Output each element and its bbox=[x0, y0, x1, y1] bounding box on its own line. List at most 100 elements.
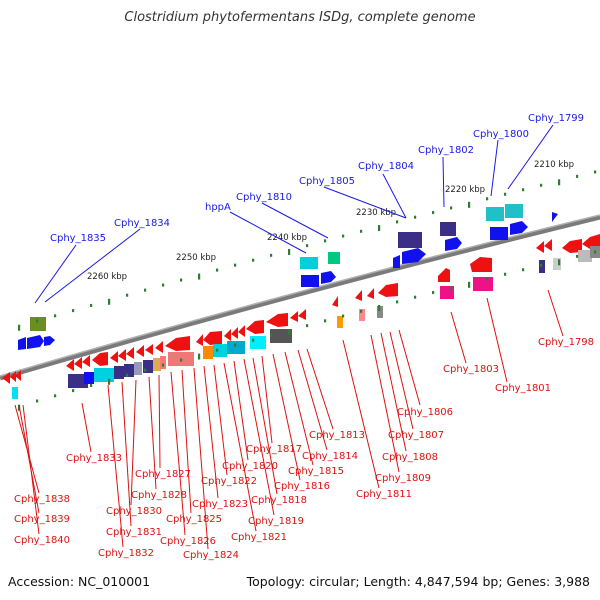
position-ticks bbox=[18, 170, 597, 411]
leader-line bbox=[261, 202, 329, 239]
gene-label[interactable]: Cphy_1818 bbox=[251, 495, 307, 506]
tick-mark bbox=[18, 324, 21, 331]
gene-label[interactable]: Cphy_1799 bbox=[528, 113, 584, 124]
gene-label[interactable]: Cphy_1803 bbox=[443, 364, 499, 375]
gene-label[interactable]: Cphy_1833 bbox=[66, 453, 122, 464]
leader-line bbox=[398, 329, 421, 406]
gene-label[interactable]: Cphy_1840 bbox=[14, 535, 70, 546]
gene-label[interactable]: Cphy_1806 bbox=[397, 407, 453, 418]
scale-label: 2210 kbp bbox=[534, 160, 574, 170]
tick-mark bbox=[144, 368, 147, 372]
leader-line bbox=[213, 364, 228, 476]
tick-mark bbox=[126, 373, 129, 377]
tick-mark bbox=[342, 314, 345, 318]
tick-mark bbox=[576, 254, 579, 258]
leader-line bbox=[342, 339, 380, 489]
tick-mark bbox=[234, 263, 237, 267]
gene-label[interactable]: Cphy_1807 bbox=[388, 430, 444, 441]
scale-label: 2240 kbp bbox=[267, 233, 307, 243]
gene-label[interactable]: Cphy_1839 bbox=[14, 514, 70, 525]
gene-label[interactable]: Cphy_1813 bbox=[309, 430, 365, 441]
gene-label[interactable]: Cphy_1828 bbox=[131, 490, 187, 501]
gene-label[interactable]: Cphy_1805 bbox=[299, 176, 355, 187]
gene-label[interactable]: Cphy_1802 bbox=[418, 145, 474, 156]
gene-label[interactable]: hppA bbox=[205, 202, 231, 213]
leader-line bbox=[450, 311, 467, 364]
tick-mark bbox=[54, 314, 57, 318]
tick-mark bbox=[450, 286, 453, 290]
accession-text: Accession: NC_010001 bbox=[8, 574, 151, 589]
gene-label[interactable]: Cphy_1798 bbox=[538, 337, 594, 348]
gene-label[interactable]: Cphy_1816 bbox=[274, 481, 330, 492]
leader-line bbox=[272, 353, 301, 481]
gene-label[interactable]: Cphy_1814 bbox=[302, 451, 358, 462]
leader-line bbox=[81, 402, 92, 453]
gene-label[interactable]: Cphy_1830 bbox=[106, 506, 162, 517]
leader-line bbox=[22, 404, 40, 535]
gene-label[interactable]: Cphy_1838 bbox=[14, 494, 70, 505]
gene-label[interactable]: Cphy_1809 bbox=[375, 473, 431, 484]
gene-label[interactable]: Cphy_1824 bbox=[183, 550, 239, 561]
gene-label[interactable]: Cphy_1826 bbox=[160, 536, 216, 547]
tick-mark bbox=[162, 283, 165, 287]
tick-mark bbox=[288, 248, 291, 255]
tick-mark bbox=[360, 309, 363, 313]
leader-line bbox=[297, 349, 328, 451]
tick-mark bbox=[54, 394, 57, 398]
leader-line bbox=[121, 381, 132, 527]
leader-line bbox=[107, 384, 124, 548]
leader-line bbox=[370, 334, 400, 473]
tick-mark bbox=[504, 272, 507, 276]
gene-label[interactable]: Cphy_1811 bbox=[356, 489, 412, 500]
leader-line bbox=[203, 365, 219, 499]
gene-label[interactable]: Cphy_1822 bbox=[201, 476, 257, 487]
gene-label[interactable]: Cphy_1827 bbox=[135, 469, 191, 480]
leader-line bbox=[158, 374, 161, 469]
gene-label[interactable]: Cphy_1801 bbox=[495, 383, 551, 394]
tick-mark bbox=[126, 293, 129, 297]
map-title: Clostridium phytofermentans ISDg, comple… bbox=[124, 10, 476, 25]
gene-label[interactable]: Cphy_1804 bbox=[358, 161, 414, 172]
lower-gene-labels[interactable]: Cphy_1798 Cphy_1801 Cphy_1803 Cphy_1806 Cphy… bbox=[14, 289, 594, 561]
gene-label[interactable]: Cphy_1832 bbox=[98, 548, 154, 559]
gene-label[interactable]: Cphy_1815 bbox=[288, 466, 344, 477]
scale-label: 2220 kbp bbox=[445, 185, 485, 195]
tick-mark bbox=[594, 170, 597, 174]
tick-mark bbox=[558, 259, 561, 266]
gene-label[interactable]: Cphy_1819 bbox=[248, 516, 304, 527]
upper-gene-labels[interactable]: Cphy_1835 Cphy_1834 hppA Cphy_1810 Cphy_1805… bbox=[34, 113, 584, 304]
tick-mark bbox=[216, 348, 219, 352]
leader-line bbox=[284, 351, 314, 466]
tick-mark bbox=[378, 305, 381, 312]
tick-mark bbox=[504, 192, 507, 196]
tick-mark bbox=[324, 239, 327, 243]
leader-line bbox=[181, 369, 192, 514]
gene-label[interactable]: Cphy_1810 bbox=[236, 192, 292, 203]
gene-label[interactable]: Cphy_1800 bbox=[473, 129, 529, 140]
tick-mark bbox=[558, 179, 561, 186]
tick-mark bbox=[540, 263, 543, 267]
leader-line bbox=[34, 244, 77, 304]
gene-label[interactable]: Cphy_1834 bbox=[114, 218, 170, 229]
tick-mark bbox=[198, 273, 201, 280]
gene-label[interactable]: Cphy_1817 bbox=[246, 444, 302, 455]
tick-mark bbox=[288, 328, 291, 335]
gene-label[interactable]: Cphy_1808 bbox=[382, 452, 438, 463]
tick-mark bbox=[72, 389, 75, 393]
tick-mark bbox=[450, 206, 453, 210]
leader-line bbox=[252, 357, 278, 495]
gene-label[interactable]: Cphy_1831 bbox=[106, 527, 162, 538]
tick-mark bbox=[306, 324, 309, 328]
tick-mark bbox=[180, 358, 183, 362]
gene-label[interactable]: Cphy_1821 bbox=[231, 532, 287, 543]
gene-label[interactable]: Cphy_1820 bbox=[222, 461, 278, 472]
tick-mark bbox=[72, 309, 75, 313]
gene-label[interactable]: Cphy_1835 bbox=[50, 233, 106, 244]
gene-label[interactable]: Cphy_1825 bbox=[166, 514, 222, 525]
tick-mark bbox=[306, 244, 309, 248]
tick-mark bbox=[234, 343, 237, 347]
gene-label[interactable]: Cphy_1823 bbox=[192, 499, 248, 510]
leader-line bbox=[323, 186, 407, 219]
tick-mark bbox=[486, 197, 489, 201]
